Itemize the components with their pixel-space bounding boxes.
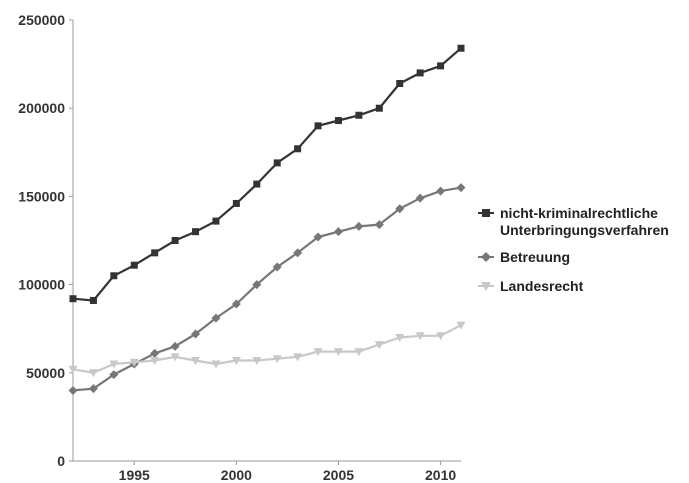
data-point: [456, 321, 466, 330]
data-point: [129, 358, 139, 367]
data-point: [69, 295, 77, 303]
data-point: [130, 261, 138, 269]
data-point: [375, 104, 383, 112]
data-point: [272, 355, 282, 364]
y-tick-label: 200000: [18, 100, 65, 116]
series-line: [72, 324, 462, 374]
legend-entry: nicht-kriminalrechtlicheUnterbringungsve…: [478, 205, 669, 238]
data-point: [211, 313, 221, 323]
data-point: [333, 348, 343, 357]
data-point: [68, 365, 78, 374]
data-point: [231, 299, 241, 309]
data-point: [436, 186, 446, 196]
data-point: [396, 80, 404, 88]
data-point: [395, 204, 405, 214]
y-tick-label: 100000: [18, 277, 65, 293]
y-tick-label: 50000: [26, 365, 65, 381]
data-point: [436, 332, 446, 341]
data-point: [354, 221, 364, 231]
y-tick-label: 250000: [18, 12, 65, 28]
data-point: [88, 369, 98, 378]
data-point: [150, 348, 160, 358]
data-point: [416, 69, 424, 77]
data-point: [415, 193, 425, 203]
data-point: [88, 384, 98, 394]
data-point: [191, 329, 201, 339]
data-point: [110, 272, 118, 280]
data-point: [333, 227, 343, 237]
data-point: [232, 199, 240, 207]
y-axis-ticks: 0 50000 100000 150000 200000 250000: [18, 12, 73, 469]
data-point: [437, 62, 445, 70]
data-point: [171, 237, 179, 244]
data-point: [354, 348, 364, 357]
data-point: [415, 332, 425, 341]
data-point: [293, 353, 303, 362]
data-point: [231, 356, 241, 365]
data-point: [68, 385, 78, 395]
legend-label: Betreuung: [500, 249, 570, 265]
legend-label: Landesrecht: [500, 278, 584, 294]
legend-swatch-marker: [482, 209, 490, 217]
x-tick-label: 2000: [221, 467, 252, 483]
data-point: [253, 180, 261, 188]
legend-label: Unterbringungsverfahren: [500, 222, 669, 238]
legend-entry: Betreuung: [478, 249, 570, 265]
data-point: [355, 111, 363, 119]
data-point: [252, 356, 262, 365]
data-point: [109, 370, 119, 380]
data-point: [374, 341, 384, 350]
data-point: [89, 296, 97, 304]
data-point: [456, 183, 466, 193]
series-1: [69, 44, 465, 304]
data-point: [313, 348, 323, 357]
legend-entry: Landesrecht: [478, 278, 584, 294]
legend-swatch-marker: [481, 282, 491, 291]
data-point: [374, 220, 384, 230]
x-tick-label: 2005: [323, 467, 354, 483]
data-point: [252, 280, 262, 290]
data-point: [170, 341, 180, 351]
x-tick-label: 1995: [119, 467, 150, 483]
y-tick-label: 0: [57, 453, 65, 469]
legend-swatch-marker: [481, 252, 491, 262]
data-point: [192, 228, 200, 236]
data-point: [334, 117, 342, 125]
series-3: [68, 321, 466, 378]
legend: nicht-kriminalrechtlicheUnterbringungsve…: [478, 205, 669, 294]
data-point: [293, 248, 303, 258]
data-point: [109, 360, 119, 369]
data-point: [313, 232, 323, 242]
data-point: [191, 356, 201, 365]
legend-label: nicht-kriminalrechtliche: [500, 205, 658, 221]
data-point: [314, 122, 322, 130]
data-point: [272, 262, 282, 272]
data-point: [457, 44, 465, 52]
data-point: [150, 356, 160, 365]
y-tick-label: 150000: [18, 188, 65, 204]
data-point: [212, 217, 220, 225]
data-point: [273, 159, 281, 167]
data-point: [170, 353, 180, 362]
data-point: [151, 249, 159, 257]
series-layer: [68, 44, 466, 395]
x-tick-label: 2010: [425, 467, 456, 483]
x-axis-ticks: 1995 2000 2005 2010: [119, 461, 456, 483]
data-point: [294, 145, 302, 153]
data-point: [211, 360, 221, 369]
data-point: [395, 334, 405, 343]
